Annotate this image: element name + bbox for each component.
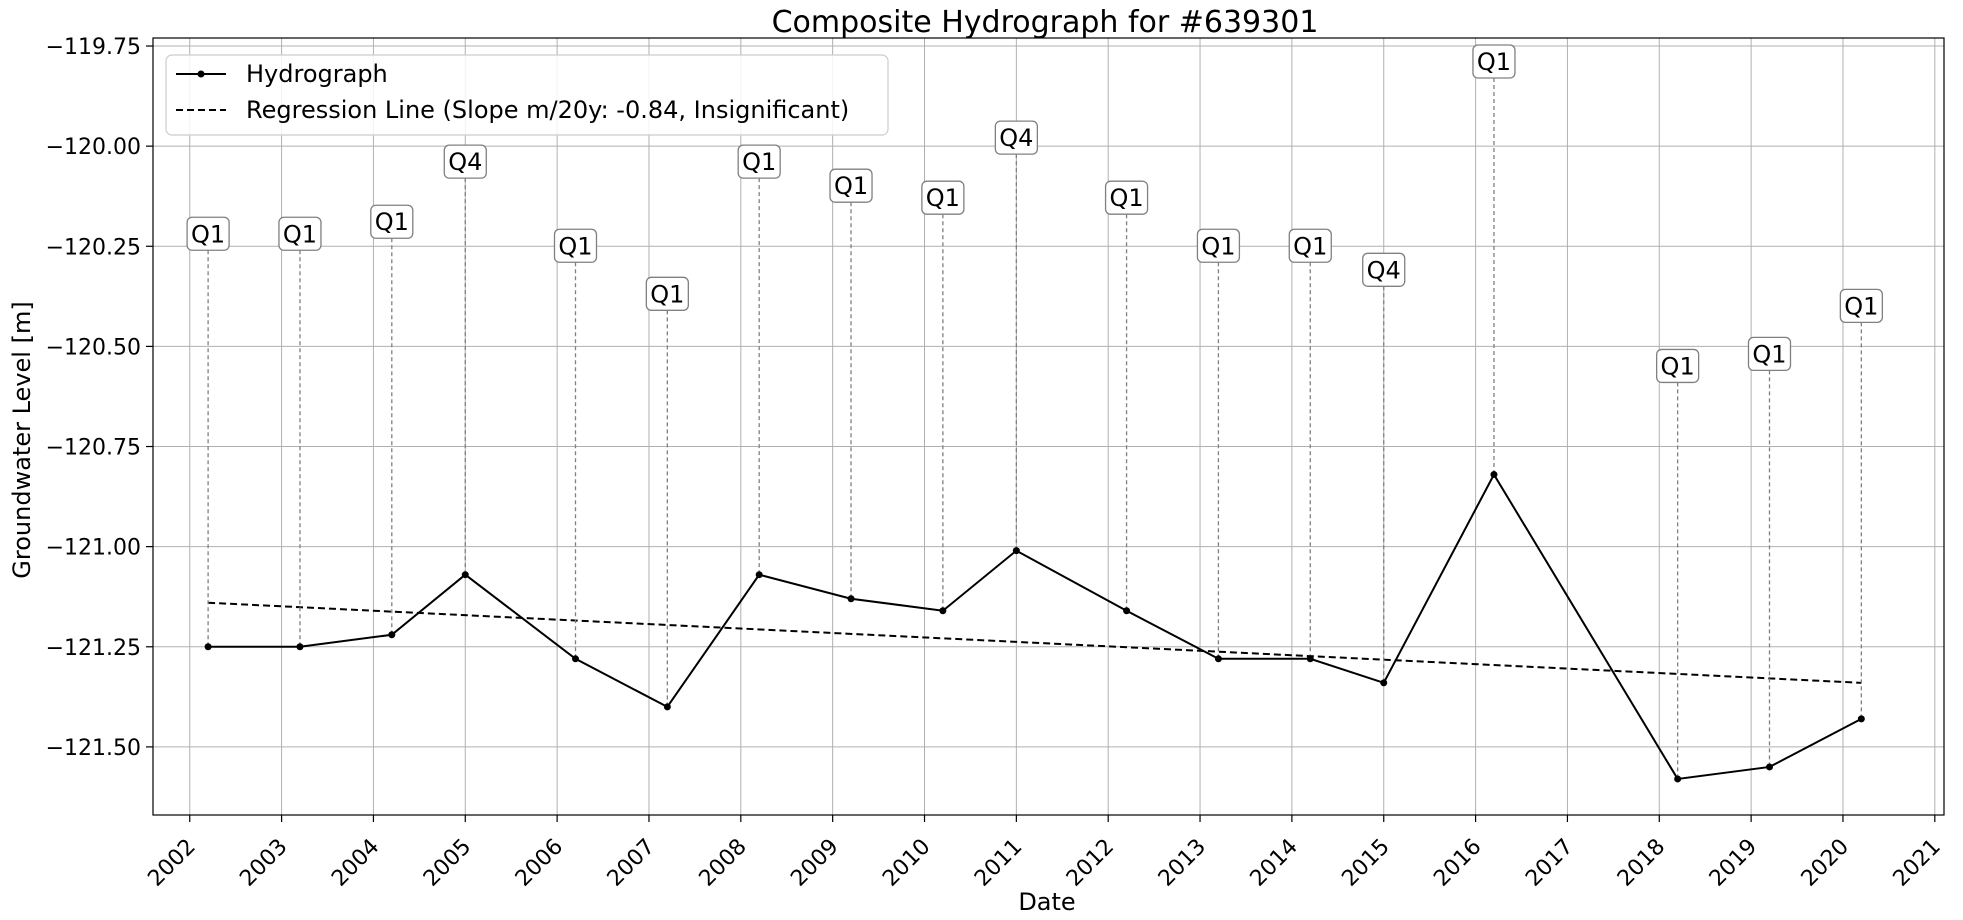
annotation-label-text: Q1 [1661,352,1695,380]
annotation-label-text: Q1 [1109,184,1143,212]
regression-line [208,601,1862,684]
annotation-label-box [1196,228,1241,263]
annotation-label: Q4 [994,120,1039,155]
annotation-label: Q1 [186,216,230,251]
annotation-label-box [1362,252,1406,287]
y-tick-label: −120.25 [46,235,141,260]
annotation-label-text: Q1 [1477,48,1511,76]
annotation-label-text: Q1 [375,208,409,236]
annotation-label-text: Q1 [558,232,592,260]
annotation-label-box [994,120,1039,155]
hydrograph-point [1765,763,1773,771]
legend-hydrograph-marker [197,70,205,78]
annotation-label-box [1655,348,1700,384]
regression-layer [208,601,1862,684]
chart-title: Composite Hydrograph for #639301 [772,5,1319,40]
annotation-label-box [921,180,965,215]
y-tick-label: −121.50 [46,736,141,761]
hydrograph-point [755,571,763,579]
annotation-label-box [737,144,781,179]
y-tick-label: −120.75 [46,436,141,461]
hydrograph-point [461,571,469,579]
hydrograph-point [939,607,947,615]
hydrograph-point [1306,655,1314,663]
annotation-label-text: Q1 [742,148,776,176]
hydrograph-point [1380,679,1388,687]
annotation-label: Q1 [1288,228,1332,263]
hydrograph-point [1674,775,1682,783]
hydrograph-point [296,643,304,651]
plot-frame [152,37,1945,816]
annotation-label-box [1288,228,1332,263]
annotation-label-text: Q4 [999,124,1033,152]
y-tick-label: −121.00 [46,536,141,561]
y-tick-label: −120.50 [46,335,141,360]
hydrograph-point [847,595,855,603]
annotation-label: Q1 [737,144,781,179]
annotation-label-text: Q1 [1844,292,1878,320]
x-axis-title: Date [1018,888,1075,916]
annotation-label-box [186,216,230,251]
annotation-label-box [829,168,873,203]
annotation-label: Q4 [1362,252,1406,287]
annotation-label: Q1 [921,180,965,215]
annotation-label-text: Q4 [1367,256,1401,284]
hydrograph-point [571,655,579,663]
annotation-label-text: Q1 [1752,340,1786,368]
annotation-label-text: Q1 [926,184,960,212]
y-tick-label: −121.25 [46,636,141,661]
annotation-label: Q1 [1472,44,1516,79]
hydrograph-line [208,472,1862,781]
annotation-label-box [553,228,598,263]
annotation-label-text: Q4 [448,148,482,176]
annotation-label: Q1 [1655,348,1700,384]
hydrograph-point [388,631,396,639]
annotation-label: Q1 [1196,228,1241,263]
annotation-label-box [1839,288,1883,323]
annotation-label-box [1104,180,1149,215]
annotation-label: Q1 [1839,288,1883,323]
annotation-label-box [1747,336,1792,372]
hydrograph-point [1123,607,1131,615]
annotation-label-text: Q1 [1201,232,1235,260]
annotation-label: Q1 [1747,336,1792,372]
legend-box [165,54,889,136]
annotation-label-box [443,144,487,179]
annotation-label-text: Q1 [283,220,317,248]
hydrograph-point [1012,547,1020,555]
hydrograph-point [1490,471,1498,479]
annotation-label: Q1 [553,228,598,263]
hydrograph-point [663,703,671,711]
annotation-lines-layer [207,78,1862,779]
series-layer [204,471,1865,783]
annotation-label-text: Q1 [191,220,225,248]
annotation-label-box [278,216,322,251]
annotation-label-text: Q1 [834,172,868,200]
annotation-label: Q1 [1104,180,1149,215]
y-tick-label: −119.75 [46,35,141,60]
annotation-label: Q1 [829,168,873,203]
annotation-label-box [645,276,689,311]
hydrograph-point [204,643,212,651]
annotation-label: Q1 [370,204,414,239]
hydrograph-point [1857,715,1865,723]
annotation-label: Q1 [278,216,322,251]
legend-hydrograph-label: Hydrograph [246,60,388,88]
annotation-label: Q1 [645,276,689,311]
annotation-label: Q4 [443,144,487,179]
y-tick-label: −120.00 [46,135,141,160]
annotation-label-text: Q1 [1293,232,1327,260]
annotation-labels-layer: Q1 Q1 Q1 Q4 Q1 Q1 Q1 Q1 Q1 Q4 Q1 Q1 Q1 Q4 Q1 Q1 Q1 Q1 [186,44,1883,384]
hydrograph-point [1214,655,1222,663]
annotation-label-box [1472,44,1516,79]
y-axis-title: Groundwater Level [m] [8,301,36,578]
legend-regression-label: Regression Line (Slope m/20y: -0.84, Ins… [246,96,849,124]
annotation-label-text: Q1 [650,280,684,308]
annotation-label-box [370,204,414,239]
legend: Hydrograph Regression Line (Slope m/20y:… [165,54,889,136]
